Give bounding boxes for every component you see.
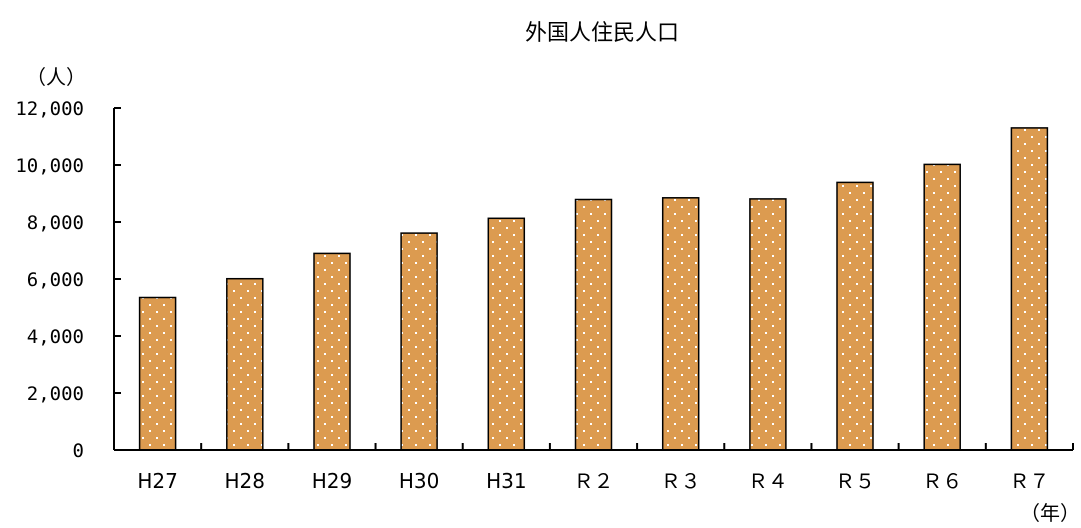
x-ticks-group: H27 H28 H29 H30 H31 Ｒ２ Ｒ３ Ｒ４ Ｒ５ Ｒ６ Ｒ７: [113, 443, 1074, 493]
y-tick-label: 10,000: [15, 155, 84, 177]
x-tick-label-H30: H30: [399, 469, 440, 493]
y-tick-label: 4,000: [27, 326, 84, 348]
x-tick-label-Ｒ２: Ｒ２: [574, 469, 614, 493]
x-tick-label-Ｒ３: Ｒ３: [661, 469, 701, 493]
x-tick-label-H31: H31: [486, 469, 527, 493]
bar-Ｒ２: [574, 198, 613, 451]
bars-group: [138, 127, 1049, 451]
bar-Ｒ７: [1010, 127, 1049, 451]
bar-H29: [313, 252, 351, 451]
x-tick-label-H29: H29: [312, 469, 353, 493]
bar-Ｒ４: [749, 198, 787, 451]
y-ticks-group: 0 2,000 4,000 6,000 8,000 10,000 12,000: [15, 98, 121, 462]
x-tick-label-H28: H28: [225, 469, 266, 493]
x-tick-label-Ｒ５: Ｒ５: [835, 469, 875, 493]
x-tick-label-H27: H27: [137, 469, 178, 493]
bar-Ｒ６: [923, 163, 961, 451]
bar-H27: [138, 296, 177, 451]
bar-H30: [400, 232, 438, 451]
x-tick-label-Ｒ６: Ｒ６: [922, 469, 962, 493]
chart-title: 外国人住民人口: [525, 21, 679, 46]
bar-H31: [487, 217, 526, 451]
x-tick-label-Ｒ４: Ｒ４: [748, 469, 788, 493]
y-tick-label: 6,000: [27, 269, 84, 291]
x-axis-unit-label: （年）: [1020, 501, 1080, 525]
y-axis-unit-label: （人）: [26, 65, 86, 89]
y-tick-label: 8,000: [27, 212, 84, 234]
y-tick-label: 2,000: [27, 383, 84, 405]
y-tick-label: 0: [73, 440, 84, 462]
bar-H28: [226, 277, 264, 451]
bar-Ｒ５: [836, 181, 874, 451]
bar-Ｒ３: [661, 197, 700, 451]
x-tick-label-Ｒ７: Ｒ７: [1009, 469, 1049, 493]
y-tick-label: 12,000: [15, 98, 84, 120]
